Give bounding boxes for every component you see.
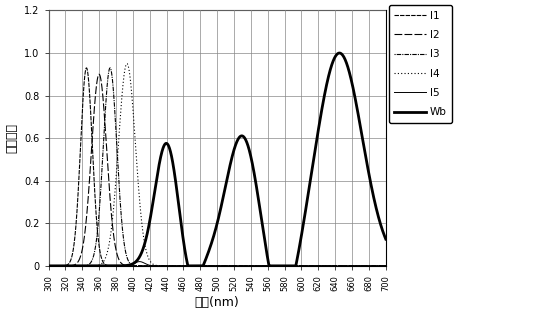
Wb xyxy=(372,204,379,208)
I5 xyxy=(356,264,362,268)
I1 xyxy=(190,264,196,268)
Legend: I1, I2, I3, I4, I5, Wb: I1, I2, I3, I4, I5, Wb xyxy=(389,5,452,123)
I1 xyxy=(311,264,318,268)
Wb xyxy=(382,237,389,241)
I2 xyxy=(382,264,389,268)
I4 xyxy=(124,62,130,66)
I3 xyxy=(187,264,193,268)
I4 xyxy=(356,264,362,268)
Y-axis label: 分光強度: 分光強度 xyxy=(6,123,18,153)
I5 xyxy=(187,264,193,268)
I5 xyxy=(290,264,297,268)
I3 xyxy=(356,264,362,268)
I3 xyxy=(372,264,379,268)
I5 xyxy=(372,264,379,268)
I3 xyxy=(107,66,113,70)
I1 xyxy=(372,264,379,268)
I2 xyxy=(290,264,297,268)
I1 xyxy=(187,264,193,268)
I2 xyxy=(372,264,379,268)
I2 xyxy=(356,264,362,268)
Wb xyxy=(184,264,191,268)
I3 xyxy=(290,264,297,268)
I3 xyxy=(190,264,196,268)
Wb xyxy=(336,51,343,55)
I3 xyxy=(206,264,212,268)
I5 xyxy=(382,264,389,268)
Wb xyxy=(187,264,193,268)
I5 xyxy=(45,264,52,268)
I5 xyxy=(206,264,212,268)
Line: I1: I1 xyxy=(49,68,386,266)
I4 xyxy=(290,264,297,268)
Line: I3: I3 xyxy=(49,68,386,266)
I3 xyxy=(45,264,52,268)
I3 xyxy=(382,264,389,268)
Wb xyxy=(190,264,196,268)
Wb xyxy=(356,116,362,120)
X-axis label: 波長(nm): 波長(nm) xyxy=(195,296,239,309)
I1 xyxy=(45,264,52,268)
I2 xyxy=(206,264,212,268)
I2 xyxy=(45,264,52,268)
I4 xyxy=(372,264,379,268)
Line: I2: I2 xyxy=(49,74,386,266)
I5 xyxy=(136,260,143,263)
I1 xyxy=(290,264,297,268)
I4 xyxy=(45,264,52,268)
I5 xyxy=(331,264,338,268)
I4 xyxy=(382,264,389,268)
I1 xyxy=(83,66,90,70)
Line: Wb: Wb xyxy=(49,53,386,266)
I2 xyxy=(187,264,193,268)
I2 xyxy=(190,264,196,268)
I4 xyxy=(187,264,193,268)
Wb xyxy=(45,264,52,268)
I1 xyxy=(382,264,389,268)
I3 xyxy=(367,264,374,268)
I2 xyxy=(96,72,102,76)
Wb xyxy=(290,264,297,268)
Wb xyxy=(206,249,212,253)
I5 xyxy=(190,264,196,268)
I1 xyxy=(206,264,212,268)
Line: I4: I4 xyxy=(49,64,386,266)
I1 xyxy=(356,264,362,268)
I4 xyxy=(190,264,196,268)
Line: I5: I5 xyxy=(49,261,386,266)
I4 xyxy=(206,264,212,268)
